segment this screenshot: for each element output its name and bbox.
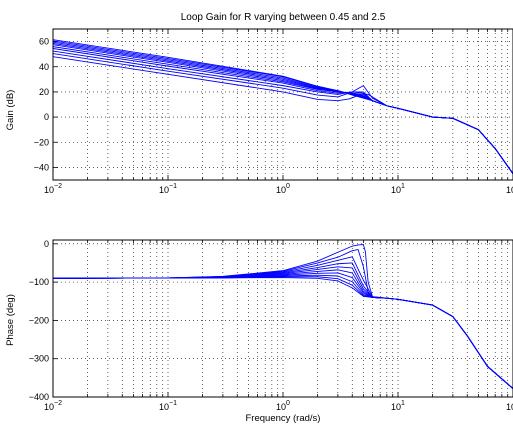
phase-x-ticks: 10−210−1100101102 [44,400,513,412]
phase-series-line [53,273,513,389]
phase-ytick-label: −100 [29,277,49,287]
phase-xtick-label: 100 [276,400,290,412]
phase-xtick-exponent: −2 [54,400,62,407]
gain-series-line [53,57,513,174]
phase-xtick-exponent: 0 [286,400,290,407]
phase-xtick-label: 102 [506,400,513,412]
gain-xtick-exponent: −1 [169,183,177,190]
phase-series-line [53,270,513,389]
gain-xtick-label: 10−1 [159,183,177,195]
gain-xtick-exponent: 0 [286,183,290,190]
gain-subplot: Loop Gain for R varying between 0.45 and… [5,12,513,195]
gain-y-ticks: 60 40 20 0 −20 −40 [34,37,49,173]
chart-title: Loop Gain for R varying between 0.45 and… [181,12,386,23]
phase-xtick-exponent: −1 [169,400,177,407]
gain-ytick-label: 60 [39,37,49,47]
phase-ytick-label: 0 [44,239,49,249]
phase-y-ticks: 0 −100 −200 −300 −400 [29,239,49,402]
gain-ytick-label: −20 [34,137,49,147]
gain-xtick-exponent: −2 [54,183,62,190]
gain-xtick-exponent: 1 [401,183,405,190]
phase-xtick-label: 10−2 [44,400,62,412]
phase-ytick-label: −200 [29,315,49,325]
phase-axes-box [53,240,513,397]
phase-subplot: Phase (deg) 0−100−200−300−400 10−2 10−1 10… [5,239,513,424]
gain-series-line [53,43,513,173]
gain-xtick-label: 100 [276,183,290,195]
phase-xlabel: Frequency (rad/s) [246,413,321,424]
phase-xtick-exponent: 1 [401,400,405,407]
phase-grid [53,240,513,397]
gain-ytick-label: 40 [39,62,49,72]
phase-ylabel: Phase (deg) [5,294,16,346]
phase-series-line [53,278,513,389]
phase-series-line [53,267,513,389]
gain-xtick-label: 102 [506,183,513,195]
gain-ytick-label: 20 [39,87,49,97]
gain-xtick-label: 101 [391,183,405,195]
phase-xtick-label: 10−1 [159,400,177,412]
gain-ylabel: Gain (dB) [5,90,16,131]
gain-xtick-label: 10−2 [44,183,62,195]
gain-x-ticks: 10−210−1100101102 [44,183,513,195]
gain-ytick-label: 0 [44,112,49,122]
phase-ytick-label: −300 [29,354,49,364]
phase-xtick-label: 101 [391,400,405,412]
phase-ytick-label: −400 [29,392,49,402]
gain-ytick-label: −40 [34,162,49,172]
phase-series-line [53,263,513,389]
